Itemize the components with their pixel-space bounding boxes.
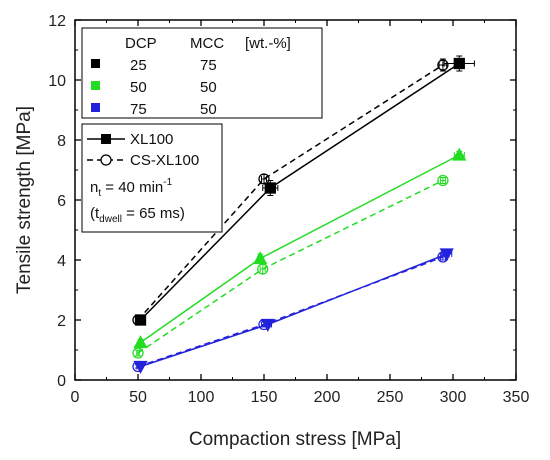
legend-row-2-mcc: 50 bbox=[200, 79, 217, 96]
y-tick-label: 8 bbox=[57, 133, 66, 150]
legend: DCP MCC [wt.-%] 25 75 50 50 75 50 XL100 … bbox=[81, 27, 323, 233]
legend-row-1-mcc: 75 bbox=[200, 57, 217, 74]
data-point bbox=[437, 251, 449, 263]
legend-solid-marker bbox=[101, 134, 111, 144]
series-line bbox=[137, 64, 444, 321]
legend-note-speed-rest: = 40 min bbox=[101, 179, 163, 196]
y-tick-label: 4 bbox=[57, 253, 66, 270]
legend-dashed-marker bbox=[100, 154, 112, 166]
series-layer bbox=[132, 55, 475, 374]
x-axis-ticks: 0 50 100 150 200 250 300 350 bbox=[71, 20, 530, 406]
series-4 bbox=[132, 174, 449, 359]
legend-note-dwell-sub: dwell bbox=[99, 214, 122, 225]
legend-row-3-dcp: 75 bbox=[130, 101, 147, 118]
series-5 bbox=[133, 248, 454, 374]
y-tick-label: 0 bbox=[57, 373, 66, 390]
x-tick-label: 150 bbox=[251, 389, 278, 406]
legend-style-solid: XL100 bbox=[87, 131, 173, 148]
series-1 bbox=[134, 55, 475, 326]
data-point bbox=[258, 173, 270, 185]
legend-header-dcp: DCP bbox=[125, 35, 157, 52]
series-6 bbox=[132, 251, 449, 373]
y-tick-label: 10 bbox=[48, 73, 66, 90]
data-point bbox=[257, 263, 269, 275]
x-tick-label: 100 bbox=[188, 389, 215, 406]
series-3 bbox=[133, 147, 467, 349]
legend-row-3: 75 50 bbox=[91, 101, 217, 118]
legend-note-dwell-rest: = 65 ms) bbox=[122, 205, 185, 222]
y-axis-title: Tensile strength [MPa] bbox=[14, 106, 35, 294]
y-tick-label: 2 bbox=[57, 313, 66, 330]
data-point bbox=[132, 360, 144, 373]
legend-style-dashed: CS-XL100 bbox=[87, 152, 199, 169]
legend-note-dwell-open: (t bbox=[90, 205, 100, 222]
data-point bbox=[453, 57, 465, 70]
legend-note-speed-main: n bbox=[90, 179, 98, 196]
data-point bbox=[452, 147, 467, 161]
x-tick-label: 0 bbox=[71, 389, 80, 406]
x-tick-label: 250 bbox=[377, 389, 404, 406]
legend-note-dwell: (tdwell = 65 ms) bbox=[90, 205, 185, 225]
legend-swatch-1 bbox=[91, 59, 100, 68]
y-tick-label: 6 bbox=[57, 193, 66, 210]
y-axis-ticks: 0 2 4 6 8 10 12 bbox=[48, 13, 516, 390]
x-axis-title: Compaction stress [MPa] bbox=[189, 429, 401, 450]
data-point bbox=[253, 251, 268, 265]
x-tick-label: 350 bbox=[503, 389, 530, 406]
legend-solid-label: XL100 bbox=[130, 131, 173, 148]
data-point bbox=[132, 347, 144, 359]
legend-note-speed: nt = 40 min-1 bbox=[90, 177, 173, 199]
legend-note-speed-sup: -1 bbox=[163, 177, 172, 188]
legend-header-mcc: MCC bbox=[190, 35, 224, 52]
legend-row-1-dcp: 25 bbox=[130, 57, 147, 74]
x-tick-label: 300 bbox=[440, 389, 467, 406]
data-point bbox=[437, 174, 449, 187]
legend-swatch-3 bbox=[91, 103, 100, 112]
series-2 bbox=[132, 58, 449, 326]
y-tick-label: 12 bbox=[48, 13, 66, 30]
x-tick-label: 50 bbox=[129, 389, 147, 406]
data-point bbox=[437, 59, 449, 71]
data-point bbox=[264, 182, 276, 194]
data-point bbox=[258, 318, 270, 331]
legend-header-wt: [wt.-%] bbox=[245, 35, 291, 52]
legend-row-2-dcp: 50 bbox=[130, 79, 147, 96]
legend-composition-box bbox=[81, 27, 323, 119]
x-tick-label: 200 bbox=[314, 389, 341, 406]
legend-dashed-label: CS-XL100 bbox=[130, 152, 199, 169]
legend-row-3-mcc: 50 bbox=[200, 101, 217, 118]
legend-note-speed-sub: t bbox=[98, 188, 101, 199]
data-point bbox=[132, 314, 144, 326]
legend-row-1: 25 75 bbox=[91, 57, 217, 74]
data-point bbox=[133, 335, 148, 349]
legend-swatch-2 bbox=[91, 81, 100, 90]
legend-row-2: 50 50 bbox=[91, 79, 217, 96]
